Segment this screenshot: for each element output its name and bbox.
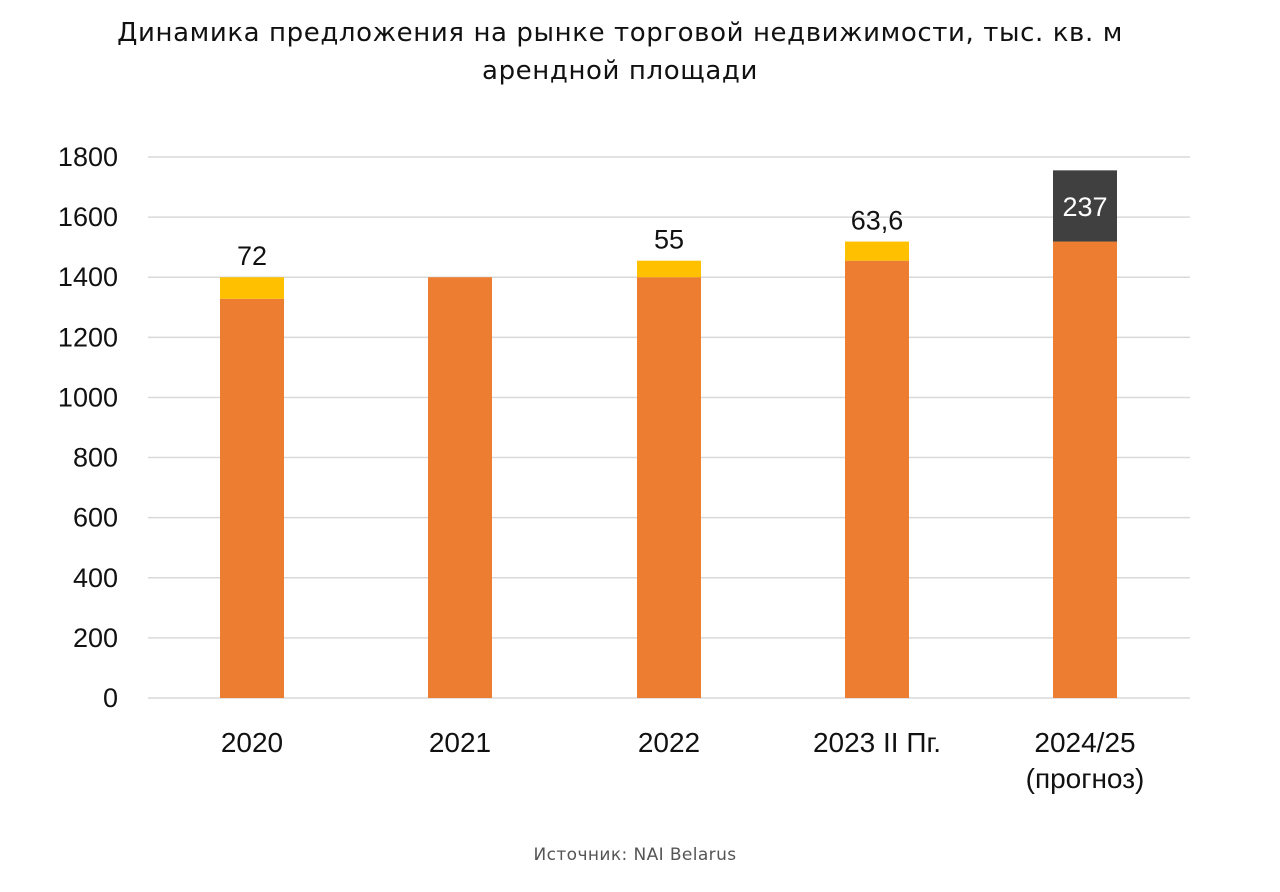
bar-segment-base	[428, 277, 492, 698]
x-tick-label: (прогноз)	[1026, 763, 1145, 794]
chart-title: Динамика предложения на рынке торговой н…	[0, 14, 1240, 90]
x-axis: 2020 2021 2022 2023 II Пг. 2024/25 (прогноз)	[221, 727, 1145, 794]
bar-segment-base	[845, 260, 909, 698]
y-tick-label: 400	[73, 563, 118, 593]
y-tick-label: 1000	[58, 382, 118, 412]
bar-segment-base	[220, 298, 284, 698]
y-tick-label: 600	[73, 503, 118, 533]
chart-title-line-1: Динамика предложения на рынке торговой н…	[117, 18, 1123, 48]
y-tick-label: 1400	[58, 262, 118, 292]
y-tick-label: 200	[73, 623, 118, 653]
data-label: 72	[237, 241, 267, 271]
bar-segment-forecast	[1053, 170, 1117, 242]
source-note: Источник: NAI Belarus	[533, 845, 737, 865]
stacked-bar-chart: 0 200 400 600 800 1000 1200 1400 1600 1800 72 55 63…	[58, 142, 1190, 794]
bar-segment-added	[637, 260, 701, 278]
bar-segment-added	[845, 241, 909, 261]
data-label: 55	[654, 225, 684, 255]
y-axis: 0 200 400 600 800 1000 1200 1400 1600 1800	[58, 142, 118, 713]
y-tick-label: 1600	[58, 202, 118, 232]
x-tick-label: 2021	[429, 727, 491, 758]
y-tick-label: 0	[103, 683, 118, 713]
bars	[220, 170, 1117, 698]
bar-segment-added	[220, 277, 284, 299]
bar-segment-base	[1053, 241, 1117, 698]
x-tick-label: 2024/25	[1034, 727, 1135, 758]
chart-title-line-2: арендной площади	[482, 56, 758, 86]
data-label: 63,6	[851, 206, 904, 236]
y-tick-label: 1200	[58, 322, 118, 352]
y-tick-label: 1800	[58, 142, 118, 172]
data-labels: 72 55 63,6 237	[237, 192, 1108, 271]
y-tick-label: 800	[73, 443, 118, 473]
data-label: 237	[1062, 192, 1107, 222]
x-tick-label: 2022	[638, 727, 700, 758]
x-tick-label: 2023 II Пг.	[813, 727, 941, 758]
x-tick-label: 2020	[221, 727, 283, 758]
bar-segment-base	[637, 277, 701, 698]
